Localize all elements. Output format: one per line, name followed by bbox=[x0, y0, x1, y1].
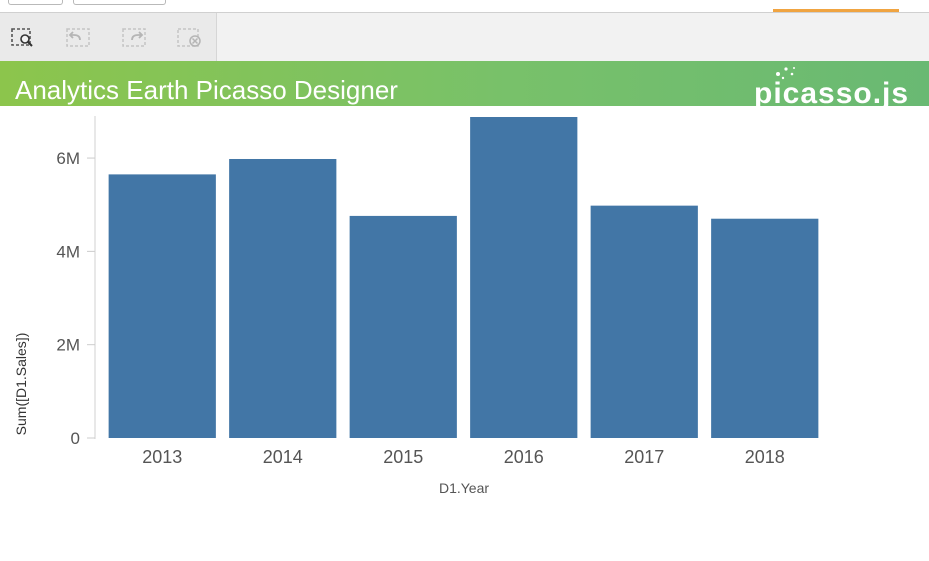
logo-text: picasso.js bbox=[754, 77, 909, 110]
picasso-logo: picasso.js bbox=[754, 67, 909, 110]
undo-icon bbox=[66, 28, 90, 47]
undo-button[interactable] bbox=[63, 23, 93, 53]
top-tab-left[interactable] bbox=[8, 0, 63, 5]
x-tick-label: 2014 bbox=[263, 447, 303, 467]
x-axis-labels: 2013 2014 2015 2016 2017 2018 bbox=[142, 447, 785, 467]
bar-2018[interactable] bbox=[711, 218, 819, 438]
x-axis-title: D1.Year bbox=[439, 480, 489, 496]
app-header-banner: Analytics Earth Picasso Designer bbox=[0, 61, 929, 106]
bars-group bbox=[108, 117, 819, 438]
app-title: Analytics Earth Picasso Designer bbox=[15, 75, 398, 105]
y-axis-ticks: 0 2M 4M 6M bbox=[56, 149, 95, 448]
x-tick-label: 2015 bbox=[383, 447, 423, 467]
bar-2017[interactable] bbox=[590, 205, 698, 438]
x-tick-label: 2016 bbox=[504, 447, 544, 467]
y-tick-label: 0 bbox=[71, 429, 80, 448]
x-tick-label: 2018 bbox=[745, 447, 785, 467]
redo-icon bbox=[122, 28, 146, 47]
clear-selection-icon bbox=[177, 28, 201, 47]
clear-selection-button[interactable] bbox=[174, 23, 204, 53]
lasso-select-icon bbox=[11, 28, 33, 47]
bar-2016[interactable] bbox=[470, 117, 578, 438]
y-axis-title: Sum([D1.Sales]) bbox=[13, 333, 29, 436]
top-strip bbox=[0, 0, 929, 12]
selection-toolbar bbox=[0, 12, 929, 61]
bar-2013[interactable] bbox=[108, 174, 216, 438]
lasso-select-button[interactable] bbox=[8, 23, 38, 53]
sales-bar-chart: 0 2M 4M 6M 2013 2014 2015 2016 2017 2018 Sum([D1… bbox=[13, 116, 819, 496]
x-tick-label: 2013 bbox=[142, 447, 182, 467]
redo-button[interactable] bbox=[119, 23, 149, 53]
y-tick-label: 2M bbox=[56, 336, 80, 355]
active-tab-indicator bbox=[773, 9, 899, 12]
x-tick-label: 2017 bbox=[624, 447, 664, 467]
bar-2015[interactable] bbox=[349, 215, 457, 438]
y-tick-label: 4M bbox=[56, 242, 80, 261]
y-tick-label: 6M bbox=[56, 149, 80, 168]
bar-2014[interactable] bbox=[229, 158, 337, 438]
top-tab-right[interactable] bbox=[73, 0, 166, 5]
selection-tools-group bbox=[0, 13, 217, 61]
